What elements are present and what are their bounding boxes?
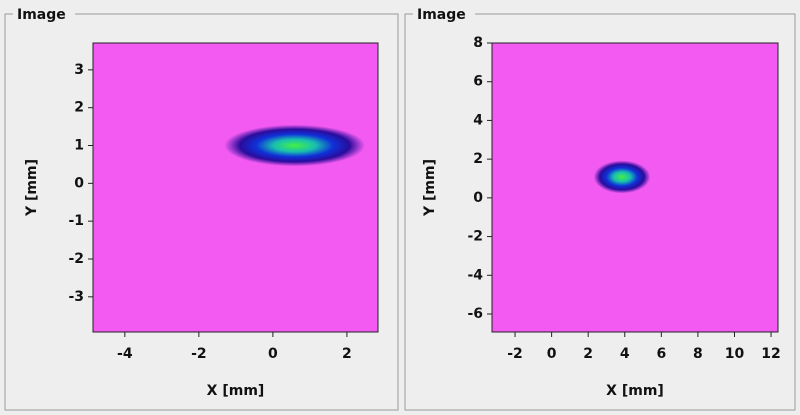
group-box <box>404 13 796 411</box>
y-tick-label: -4 <box>467 267 483 283</box>
x-tick-label: 0 <box>268 346 278 362</box>
group-box <box>4 13 399 411</box>
y-tick-label: 0 <box>473 190 483 206</box>
x-tick-label: 6 <box>656 346 666 362</box>
y-tick-label: 2 <box>74 100 84 116</box>
y-tick-label: -1 <box>68 213 84 229</box>
group-title-bg <box>13 5 75 23</box>
x-tick-label: 4 <box>620 346 630 362</box>
group-title-bg <box>413 5 475 23</box>
x-tick-label: 10 <box>725 346 745 362</box>
y-tick-label: 0 <box>74 175 84 191</box>
group-title: Image <box>417 7 466 23</box>
x-tick-label: 2 <box>583 346 593 362</box>
y-tick-label: -2 <box>467 229 483 245</box>
image-background <box>93 43 378 332</box>
y-tick-label: 1 <box>74 138 84 154</box>
x-tick-label: 0 <box>547 346 557 362</box>
x-axis-label: X [mm] <box>207 383 265 399</box>
y-tick-label: 8 <box>473 35 483 51</box>
y-axis-label: Y [mm] <box>422 159 438 217</box>
beam-spot <box>224 124 366 167</box>
plot-frame <box>92 42 379 333</box>
x-tick-label: 2 <box>342 346 352 362</box>
x-tick-label: -4 <box>117 346 133 362</box>
y-tick-label: 4 <box>473 112 483 128</box>
y-tick-label: 2 <box>473 151 483 167</box>
x-tick-label: -2 <box>191 346 207 362</box>
plot-frame <box>491 42 779 333</box>
y-tick-label: 6 <box>473 74 483 90</box>
group-title: Image <box>17 7 66 23</box>
y-tick-label: -3 <box>68 289 84 305</box>
y-axis-label: Y [mm] <box>24 159 40 217</box>
y-tick-label: 3 <box>74 62 84 78</box>
x-axis-label: X [mm] <box>606 383 664 399</box>
beam-spot <box>593 160 651 194</box>
y-tick-label: -2 <box>68 251 84 267</box>
y-tick-label: -6 <box>467 306 483 322</box>
x-tick-label: -2 <box>507 346 523 362</box>
x-tick-label: 8 <box>693 346 703 362</box>
x-tick-label: 12 <box>761 346 780 362</box>
